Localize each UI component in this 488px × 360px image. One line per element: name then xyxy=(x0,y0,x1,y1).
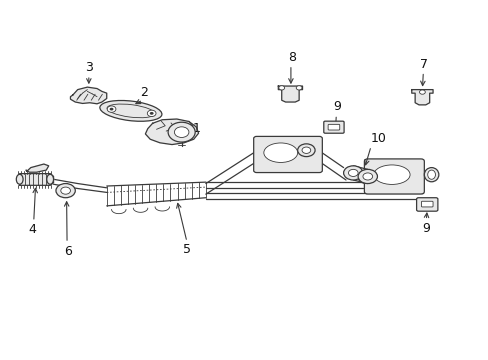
Polygon shape xyxy=(411,90,432,105)
Ellipse shape xyxy=(100,100,162,121)
Circle shape xyxy=(61,187,70,194)
Ellipse shape xyxy=(47,174,53,184)
FancyBboxPatch shape xyxy=(253,136,322,172)
Text: 1: 1 xyxy=(192,122,200,135)
Ellipse shape xyxy=(373,165,409,184)
FancyBboxPatch shape xyxy=(323,121,344,133)
Text: 4: 4 xyxy=(29,223,37,236)
Circle shape xyxy=(358,173,371,183)
Circle shape xyxy=(147,110,156,117)
FancyBboxPatch shape xyxy=(364,159,424,194)
Circle shape xyxy=(109,108,113,111)
Circle shape xyxy=(419,90,425,94)
Text: 9: 9 xyxy=(333,100,341,113)
Polygon shape xyxy=(70,87,106,104)
Circle shape xyxy=(357,169,377,184)
Circle shape xyxy=(302,147,310,153)
Ellipse shape xyxy=(264,143,297,162)
Circle shape xyxy=(56,184,75,198)
Circle shape xyxy=(348,169,357,176)
Polygon shape xyxy=(20,174,53,185)
Circle shape xyxy=(362,173,372,180)
Polygon shape xyxy=(145,119,198,145)
Text: 3: 3 xyxy=(85,61,93,75)
Text: 6: 6 xyxy=(64,244,72,257)
FancyBboxPatch shape xyxy=(327,124,339,130)
Ellipse shape xyxy=(427,170,435,179)
Text: 8: 8 xyxy=(287,51,295,64)
FancyBboxPatch shape xyxy=(421,201,432,207)
Circle shape xyxy=(107,106,116,112)
Text: 5: 5 xyxy=(183,243,191,256)
FancyBboxPatch shape xyxy=(416,198,437,211)
Polygon shape xyxy=(26,164,49,172)
Text: 10: 10 xyxy=(370,132,386,145)
Circle shape xyxy=(296,86,302,90)
Ellipse shape xyxy=(16,174,23,184)
Circle shape xyxy=(343,166,362,180)
Text: 7: 7 xyxy=(420,58,427,71)
Circle shape xyxy=(174,127,188,138)
Circle shape xyxy=(168,122,195,142)
Circle shape xyxy=(278,86,284,90)
Polygon shape xyxy=(278,86,302,102)
Ellipse shape xyxy=(424,168,438,182)
Text: 2: 2 xyxy=(140,86,147,99)
Circle shape xyxy=(149,112,153,115)
Circle shape xyxy=(297,144,314,157)
Text: 9: 9 xyxy=(421,222,429,235)
